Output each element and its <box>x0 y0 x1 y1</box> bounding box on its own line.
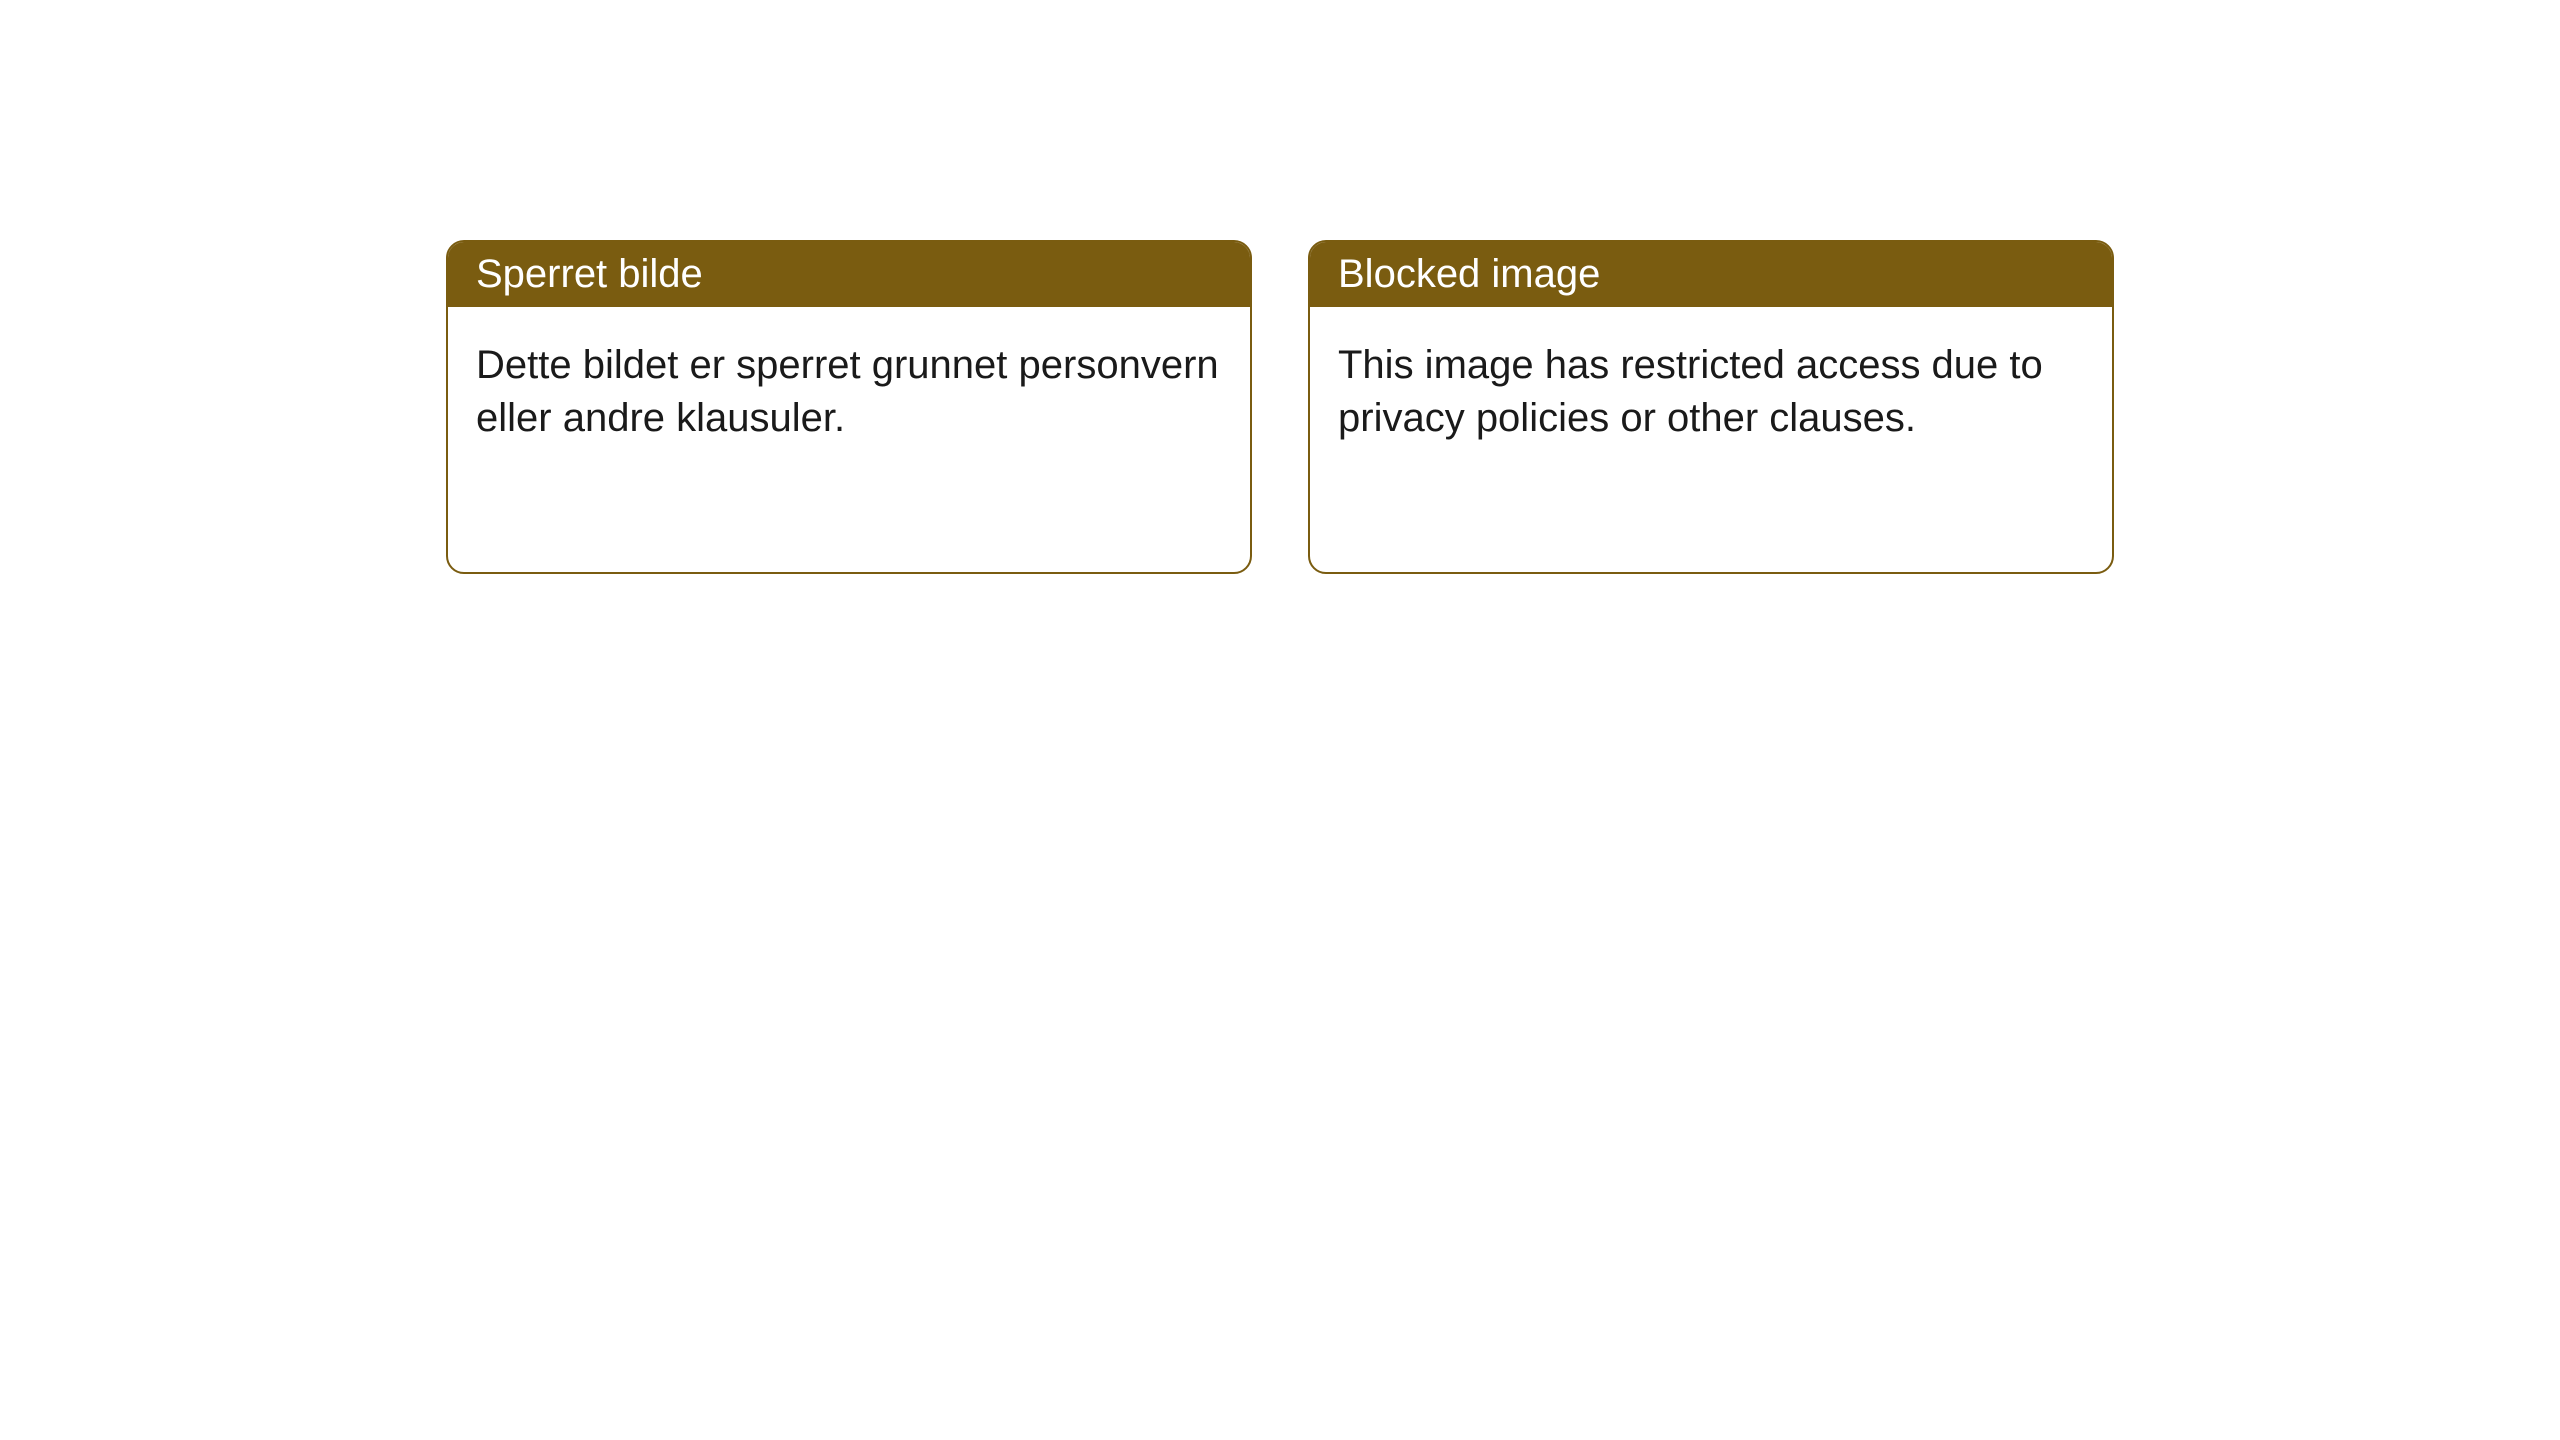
card-title: Blocked image <box>1338 252 1600 296</box>
card-body-text: Dette bildet er sperret grunnet personve… <box>476 343 1219 440</box>
card-body-text: This image has restricted access due to … <box>1338 343 2043 440</box>
card-body: Dette bildet er sperret grunnet personve… <box>448 307 1250 477</box>
card-body: This image has restricted access due to … <box>1310 307 2112 477</box>
cards-container: Sperret bilde Dette bildet er sperret gr… <box>446 240 2114 574</box>
card-english: Blocked image This image has restricted … <box>1308 240 2114 574</box>
card-title: Sperret bilde <box>476 252 703 296</box>
card-header: Blocked image <box>1310 242 2112 307</box>
card-norwegian: Sperret bilde Dette bildet er sperret gr… <box>446 240 1252 574</box>
card-header: Sperret bilde <box>448 242 1250 307</box>
